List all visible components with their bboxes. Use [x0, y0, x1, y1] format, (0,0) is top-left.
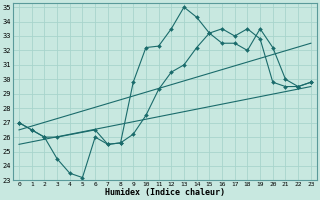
- X-axis label: Humidex (Indice chaleur): Humidex (Indice chaleur): [105, 188, 225, 197]
